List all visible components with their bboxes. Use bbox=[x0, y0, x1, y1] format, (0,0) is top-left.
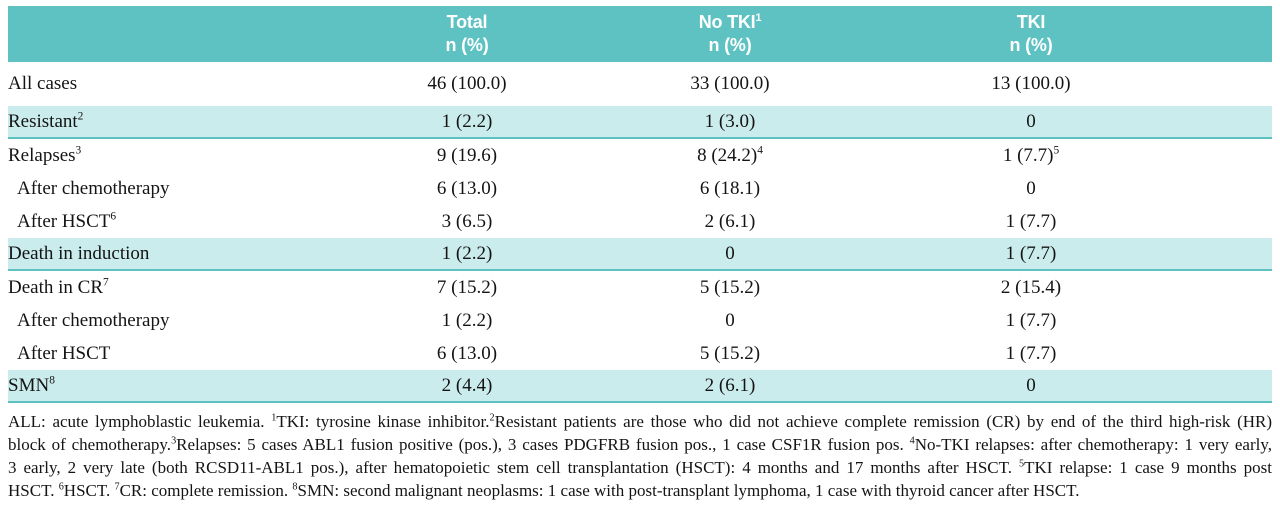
row-label: SMN8 bbox=[8, 374, 55, 396]
table-row: After HSCT6 3 (6.5) 2 (6.1) 1 (7.7) bbox=[8, 205, 1272, 238]
row-label: After HSCT bbox=[17, 342, 111, 364]
cell-value: 6 (13.0) bbox=[436, 177, 498, 199]
footnote-line: 3 early, 2 very late (both RCSD11-ABL1 p… bbox=[8, 458, 1272, 477]
cell-value: 1 (7.7)5 bbox=[1002, 144, 1060, 166]
cell-value: 0 bbox=[1026, 177, 1036, 199]
cell-value: 0 bbox=[1026, 374, 1036, 396]
cell-value: 1 (7.7) bbox=[1005, 342, 1057, 364]
cell-value: 7 (15.2) bbox=[436, 276, 498, 298]
row-label: All cases bbox=[8, 73, 78, 94]
cell-value: 8 (24.2)4 bbox=[697, 144, 763, 166]
cell-value: 1 (3.0) bbox=[704, 110, 756, 132]
table-row: Relapses3 9 (19.6) 8 (24.2)4 1 (7.7)5 bbox=[8, 139, 1272, 172]
footnote-line: ALL: acute lymphoblastic leukemia. 1TKI:… bbox=[8, 412, 1273, 431]
cell-value: 5 (15.2) bbox=[699, 276, 761, 298]
cell-value: 1 (2.2) bbox=[441, 110, 493, 132]
table-row: After chemotherapy 1 (2.2) 0 1 (7.7) bbox=[8, 304, 1272, 337]
cell-value: 2 (15.4) bbox=[1000, 276, 1062, 298]
footnotes: ALL: acute lymphoblastic leukemia. 1TKI:… bbox=[8, 410, 1272, 502]
table-row: Death in CR7 7 (15.2) 5 (15.2) 2 (15.4) bbox=[8, 271, 1272, 304]
cell-value: 1 (7.7) bbox=[1005, 242, 1057, 264]
cell-value: 2 (4.4) bbox=[441, 374, 493, 396]
footnote-line: HSCT. 6HSCT. 7CR: complete remission. 8S… bbox=[8, 481, 1080, 500]
table-row: Resistant2 1 (2.2) 1 (3.0) 0 bbox=[8, 106, 1272, 139]
cell-value: 0 bbox=[725, 309, 735, 331]
col-header-no-tki: No TKI1 n (%) bbox=[622, 11, 838, 57]
table-row: Death in induction 1 (2.2) 0 1 (7.7) bbox=[8, 238, 1272, 271]
cell-value: 9 (19.6) bbox=[436, 144, 498, 166]
row-label: After HSCT6 bbox=[17, 210, 117, 232]
cell-value: 5 (15.2) bbox=[699, 342, 761, 364]
table-row: After HSCT 6 (13.0) 5 (15.2) 1 (7.7) bbox=[8, 337, 1272, 370]
col-header-tki-line1: TKI bbox=[1016, 12, 1046, 32]
table-row: After chemotherapy 6 (13.0) 6 (18.1) 0 bbox=[8, 172, 1272, 205]
cell-value: 2 (6.1) bbox=[704, 374, 756, 396]
row-label: Death in CR7 bbox=[8, 276, 109, 298]
outcomes-table: Total n (%) No TKI1 n (%) TKI n (%) All … bbox=[8, 6, 1272, 403]
cell-value: 0 bbox=[1026, 110, 1036, 132]
col-header-no-tki-line2: n (%) bbox=[708, 35, 752, 55]
superscript-marker: 1 bbox=[755, 12, 762, 24]
row-label: After chemotherapy bbox=[17, 309, 170, 331]
cell-value: 13 (100.0) bbox=[991, 73, 1071, 94]
cell-value: 2 (6.1) bbox=[704, 210, 756, 232]
cell-value: 1 (2.2) bbox=[441, 309, 493, 331]
cell-value: 6 (13.0) bbox=[436, 342, 498, 364]
col-header-tki: TKI n (%) bbox=[838, 11, 1224, 57]
col-header-tki-line2: n (%) bbox=[1009, 35, 1053, 55]
col-header-total: Total n (%) bbox=[312, 11, 622, 57]
col-header-total-line1: Total bbox=[446, 12, 488, 32]
row-label: Death in induction bbox=[8, 242, 150, 264]
col-header-no-tki-line1: No TKI1 bbox=[698, 12, 762, 32]
table-body: All cases 46 (100.0) 33 (100.0) 13 (100.0) R… bbox=[8, 62, 1272, 403]
cell-value: 3 (6.5) bbox=[441, 210, 493, 232]
table-row: All cases 46 (100.0) 33 (100.0) 13 (100.0) bbox=[8, 62, 1272, 106]
cell-value: 1 (7.7) bbox=[1005, 309, 1057, 331]
cell-value: 0 bbox=[725, 242, 735, 264]
row-label: Relapses3 bbox=[8, 144, 82, 166]
cell-value: 1 (2.2) bbox=[441, 242, 493, 264]
table-row: SMN8 2 (4.4) 2 (6.1) 0 bbox=[8, 370, 1272, 403]
row-label: After chemotherapy bbox=[17, 177, 170, 199]
footnote-line: block of chemotherapy.3Relapses: 5 cases… bbox=[8, 435, 1272, 454]
row-label: Resistant2 bbox=[8, 110, 84, 132]
cell-value: 46 (100.0) bbox=[427, 73, 507, 94]
cell-value: 33 (100.0) bbox=[690, 73, 770, 94]
table-header-row: Total n (%) No TKI1 n (%) TKI n (%) bbox=[8, 6, 1272, 62]
cell-value: 1 (7.7) bbox=[1005, 210, 1057, 232]
col-header-total-line2: n (%) bbox=[445, 35, 489, 55]
cell-value: 6 (18.1) bbox=[699, 177, 761, 199]
